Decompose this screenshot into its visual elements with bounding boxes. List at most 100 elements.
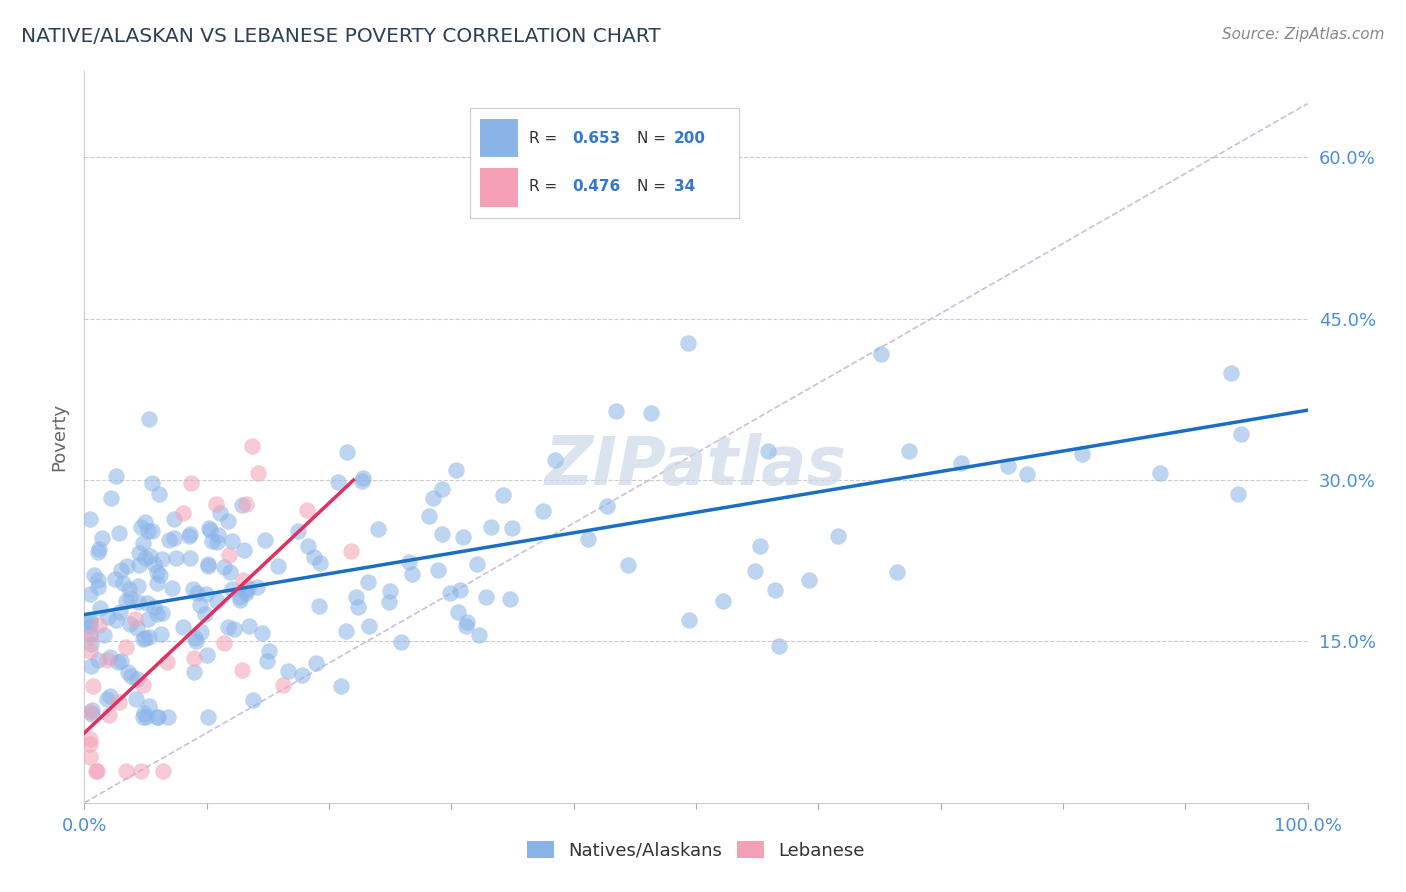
- Point: [128, 558, 150, 572]
- Point: [499, 592, 522, 607]
- Point: [111, 575, 134, 590]
- Point: [352, 471, 374, 485]
- Point: [79, 619, 101, 633]
- Point: [127, 579, 149, 593]
- Point: [456, 615, 478, 629]
- Point: [197, 558, 219, 573]
- Point: [418, 508, 440, 523]
- Point: [100, 491, 122, 505]
- Point: [139, 549, 162, 564]
- Point: [146, 576, 169, 591]
- Point: [235, 586, 257, 600]
- Point: [84, 764, 107, 778]
- Point: [595, 500, 617, 514]
- Point: [120, 669, 142, 683]
- Point: [114, 764, 136, 778]
- Point: [287, 524, 309, 539]
- Point: [110, 563, 132, 577]
- Point: [605, 403, 627, 417]
- Point: [201, 533, 224, 548]
- Point: [79, 737, 101, 751]
- Point: [181, 582, 204, 596]
- Y-axis label: Poverty: Poverty: [51, 403, 69, 471]
- Point: [79, 732, 101, 747]
- Point: [118, 616, 141, 631]
- Point: [163, 512, 186, 526]
- Point: [827, 529, 849, 543]
- Point: [186, 586, 208, 600]
- Legend: Natives/Alaskans, Lebanese: Natives/Alaskans, Lebanese: [520, 834, 872, 867]
- Point: [256, 654, 278, 668]
- Point: [87, 573, 110, 587]
- Point: [352, 475, 374, 489]
- Point: [207, 528, 229, 542]
- Point: [531, 504, 554, 518]
- Point: [449, 582, 471, 597]
- Point: [359, 618, 381, 632]
- Point: [80, 703, 103, 717]
- Point: [131, 632, 153, 646]
- Point: [430, 526, 453, 541]
- Point: [79, 631, 101, 645]
- Point: [145, 710, 167, 724]
- Point: [79, 750, 101, 764]
- Point: [150, 606, 173, 620]
- Point: [97, 609, 120, 624]
- Point: [617, 558, 640, 573]
- Point: [155, 655, 177, 669]
- Point: [79, 586, 101, 600]
- Point: [184, 632, 207, 646]
- Point: [104, 469, 127, 483]
- Point: [87, 580, 110, 594]
- Point: [98, 689, 121, 703]
- Point: [197, 521, 219, 535]
- Point: [79, 627, 101, 641]
- Point: [138, 630, 160, 644]
- Point: [217, 620, 239, 634]
- Point: [378, 595, 401, 609]
- Point: [79, 705, 101, 719]
- Point: [135, 596, 157, 610]
- Point: [422, 491, 444, 505]
- Point: [180, 476, 202, 491]
- Point: [134, 551, 156, 566]
- Point: [132, 677, 155, 691]
- Point: [267, 558, 290, 573]
- Point: [305, 656, 328, 670]
- Point: [427, 563, 450, 577]
- Point: [114, 640, 136, 654]
- Point: [135, 710, 157, 724]
- Point: [152, 764, 174, 778]
- Point: [231, 664, 253, 678]
- Point: [190, 625, 212, 640]
- Point: [308, 599, 330, 614]
- Text: Source: ZipAtlas.com: Source: ZipAtlas.com: [1222, 27, 1385, 42]
- Point: [479, 519, 502, 533]
- Point: [107, 655, 129, 669]
- Point: [886, 565, 908, 579]
- Point: [235, 497, 257, 511]
- Point: [474, 590, 496, 604]
- Point: [183, 650, 205, 665]
- Point: [799, 574, 821, 588]
- Point: [117, 665, 139, 679]
- Point: [238, 582, 260, 596]
- Point: [79, 512, 101, 526]
- Point: [125, 692, 148, 706]
- Point: [330, 679, 353, 693]
- Point: [172, 620, 194, 634]
- Point: [257, 644, 280, 658]
- Point: [132, 710, 155, 724]
- Point: [179, 550, 201, 565]
- Point: [218, 548, 240, 562]
- Point: [194, 607, 217, 621]
- Point: [238, 619, 260, 633]
- Point: [128, 546, 150, 560]
- Point: [1071, 447, 1094, 461]
- Point: [252, 626, 274, 640]
- Point: [86, 764, 108, 778]
- Point: [96, 652, 118, 666]
- Point: [104, 572, 127, 586]
- Point: [401, 566, 423, 581]
- Point: [389, 635, 412, 649]
